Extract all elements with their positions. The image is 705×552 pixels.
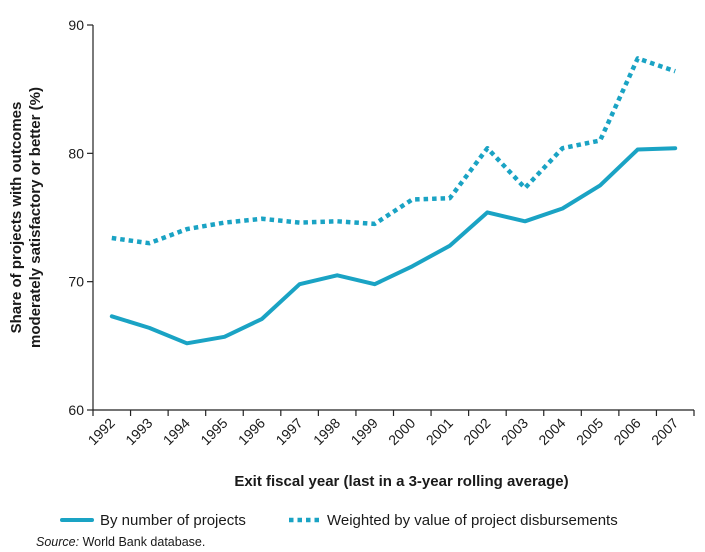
x-tick-label: 2007 bbox=[648, 415, 681, 448]
x-tick-label: 1998 bbox=[310, 415, 343, 448]
x-tick-label: 2000 bbox=[385, 415, 418, 448]
y-axis-title-line-1: Share of projects with outcomes bbox=[8, 102, 25, 334]
x-tick-label: 1997 bbox=[272, 415, 305, 448]
y-tick-label: 80 bbox=[68, 145, 84, 161]
y-axis-title-line-2: moderately satisfactory or better (%) bbox=[27, 87, 44, 348]
source-label: Source: bbox=[36, 535, 80, 549]
x-tick-label: 1996 bbox=[235, 415, 268, 448]
x-tick-label: 2001 bbox=[423, 415, 456, 448]
x-tick-label: 1993 bbox=[122, 415, 155, 448]
x-tick-label: 2004 bbox=[535, 415, 568, 448]
y-tick-label: 60 bbox=[68, 402, 84, 418]
series-lines bbox=[109, 56, 678, 346]
source-note: Source: World Bank database. bbox=[36, 535, 205, 549]
x-axis-ticks: 1992 1993 1994 1995 1996 1997 1998 1999 2000 2001… bbox=[85, 410, 695, 448]
x-tick-label: 2003 bbox=[498, 415, 531, 448]
x-tick-label: 2002 bbox=[460, 415, 493, 448]
series-line-weighted bbox=[111, 56, 676, 246]
y-axis-ticks: 60 70 80 90 bbox=[68, 17, 93, 418]
x-tick-label: 1995 bbox=[197, 415, 230, 448]
x-tick-label: 1999 bbox=[347, 415, 380, 448]
axes bbox=[92, 25, 694, 411]
y-tick-label: 70 bbox=[68, 274, 84, 290]
legend-label-weighted: Weighted by value of project disbursemen… bbox=[327, 512, 618, 529]
legend-label-by-number: By number of projects bbox=[100, 512, 246, 529]
y-tick-label: 90 bbox=[68, 17, 84, 33]
source-text: World Bank database. bbox=[79, 535, 206, 549]
x-tick-label: 2006 bbox=[610, 415, 643, 448]
series-line-by-number bbox=[109, 146, 678, 346]
y-axis-title: Share of projects with outcomes moderatel… bbox=[8, 87, 44, 348]
x-tick-label: 1994 bbox=[160, 415, 193, 448]
legend: By number of projects Weighted by value o… bbox=[60, 512, 618, 529]
x-axis-title: Exit fiscal year (last in a 3-year rolli… bbox=[234, 473, 568, 490]
x-tick-label: 2005 bbox=[573, 415, 606, 448]
x-tick-label: 1992 bbox=[85, 415, 118, 448]
